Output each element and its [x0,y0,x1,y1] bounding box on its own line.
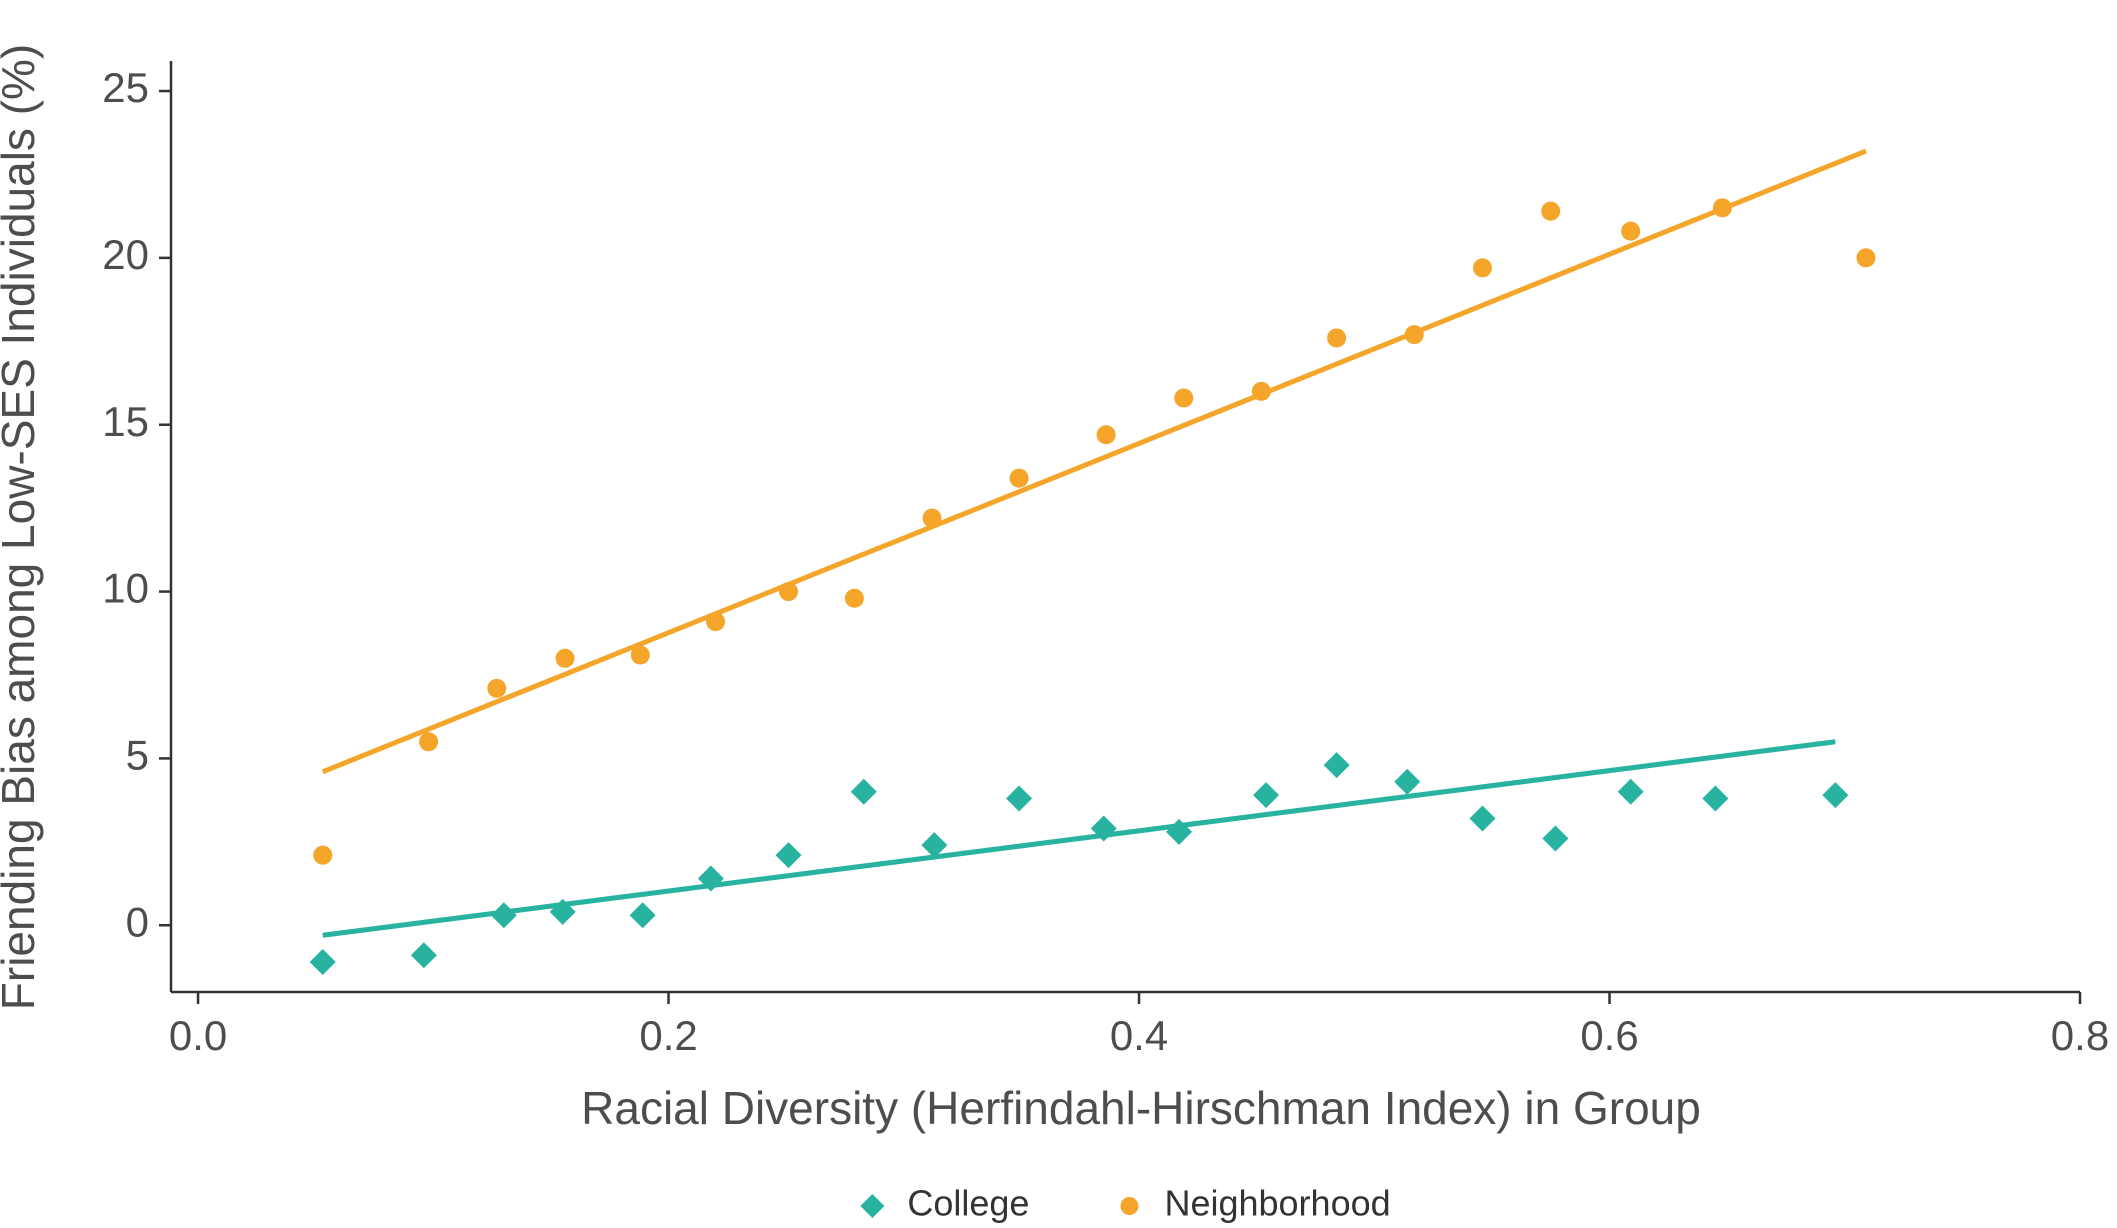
legend-label: Neighborhood [1164,1183,1390,1224]
circle-point [706,612,726,632]
legend-marker [1120,1197,1139,1215]
diamond-point [410,942,437,969]
diamond-point [549,898,576,925]
y-tick-label: 15 [102,398,149,445]
legend: College Neighborhood [860,1183,1391,1224]
circle-point [1621,221,1641,241]
circle-point [630,645,650,665]
y-tick-label: 0 [126,898,149,945]
diamond-point [1253,782,1280,809]
circle-point [487,678,507,698]
circle-point [1251,381,1271,401]
x-tick-label: 0.8 [2051,1012,2109,1059]
y-axis-title: Friending Bias among Low-SES Individuals… [0,44,44,1010]
circle-point [1856,248,1876,268]
circle-point [1404,325,1424,345]
trend-line [322,739,1836,938]
diamond-point [1323,752,1350,779]
circle-point [555,648,575,668]
diamond-point [1702,785,1729,812]
diamond-point [1394,768,1421,795]
diamond-point [490,902,517,929]
x-axis-title: Racial Diversity (Herfindahl-Hirschman I… [581,1082,1701,1134]
y-tick-label: 10 [102,565,149,612]
trend-line [321,148,1867,775]
diamond-point [1006,785,1033,812]
circle-point [779,582,799,602]
y-tick-label: 25 [102,64,149,111]
circle-point [419,732,439,752]
circle-point [1472,258,1492,278]
circle-point [922,508,942,528]
circle-point [1096,425,1116,445]
x-tick-label: 0.0 [169,1012,227,1059]
diamond-point [1822,782,1849,809]
circle-point [1327,328,1347,348]
x-tick-label: 0.6 [1580,1012,1638,1059]
diamond-point [309,948,336,975]
legend-label: College [907,1183,1029,1224]
circle-point [1009,468,1029,488]
circle-point [844,588,864,608]
diamond-point [1166,818,1193,845]
diamond-point [775,842,802,869]
diamond-point [1542,825,1569,852]
x-tick-label: 0.2 [639,1012,697,1059]
y-tick-label: 5 [126,732,149,779]
diamond-point [697,865,724,892]
circle-point [1712,198,1732,218]
circle-point [1541,201,1561,221]
diamond-point [1617,778,1644,805]
x-tick-label: 0.4 [1110,1012,1168,1059]
diamond-point [1090,815,1117,842]
diamond-point [921,832,948,859]
circle-point [313,845,333,865]
legend-marker [860,1194,885,1218]
diamond-point [850,778,877,805]
diamond-point [629,902,656,929]
circle-point [1174,388,1194,408]
diamond-point [1469,805,1496,832]
y-tick-label: 20 [102,231,149,278]
